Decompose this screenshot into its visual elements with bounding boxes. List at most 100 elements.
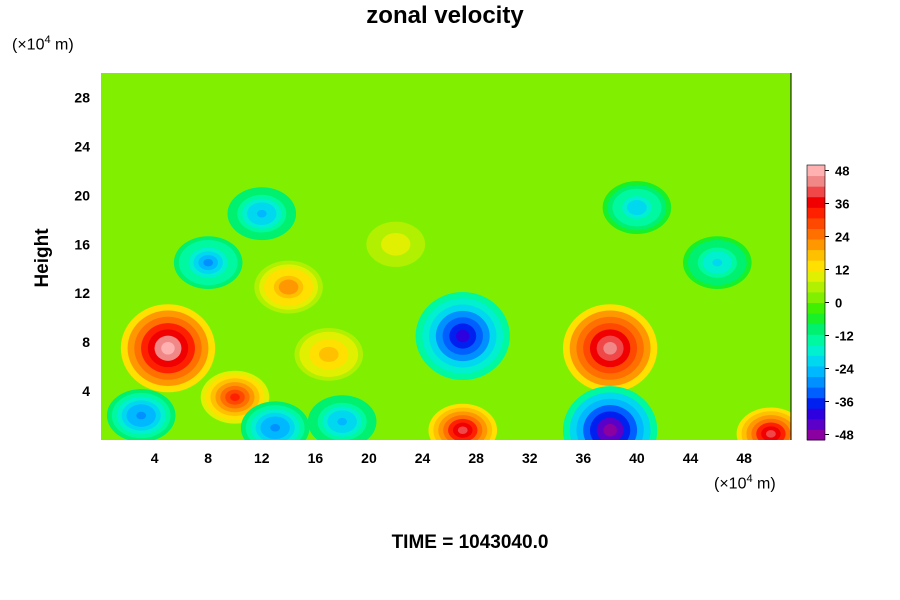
y-axis-ticks: 4 8 12 16 20 24 28	[74, 89, 90, 399]
x-tick-label: 44	[683, 450, 699, 466]
y-unit-suffix: m)	[50, 36, 74, 54]
x-tick-label: 20	[361, 450, 377, 466]
x-axis-ticks: 4 8 12 16 20 24 28 32 36 40 44 48	[151, 450, 752, 466]
y-tick-label: 28	[74, 89, 90, 105]
colorbar-swatch	[807, 217, 825, 229]
colorbar-swatch	[807, 323, 825, 335]
x-unit-suffix: m)	[752, 475, 776, 493]
x-axis-unit: (×104 m)	[714, 473, 776, 493]
field-feature	[294, 327, 364, 381]
field-feature	[240, 401, 310, 440]
colorbar-tick-label: 48	[835, 164, 849, 179]
field-feature	[254, 260, 323, 314]
field-feature	[415, 291, 510, 381]
field-feature	[683, 236, 752, 290]
colorbar-swatch	[807, 239, 825, 251]
colorbar-swatch	[807, 175, 825, 187]
colorbar-swatch	[807, 365, 825, 378]
colorbar-tick-label: 24	[835, 230, 850, 245]
colorbar-swatch	[807, 260, 825, 272]
colorbar: 48 36 24 12 0 -12 -24 -36 -48	[806, 164, 855, 443]
colorbar-tick-label: -36	[835, 395, 854, 410]
y-tick-label: 8	[82, 334, 90, 350]
contour-band	[457, 426, 468, 434]
x-tick-label: 24	[415, 450, 431, 466]
x-tick-label: 16	[308, 450, 324, 466]
contour-band	[161, 341, 175, 355]
contour-band	[283, 283, 294, 291]
field-feature	[562, 386, 658, 440]
x-tick-label: 32	[522, 450, 538, 466]
field-feature	[736, 407, 791, 440]
colorbar-tick-label: 12	[835, 263, 849, 278]
colorbar-tick-label: -24	[835, 362, 855, 377]
contour-band	[136, 411, 147, 420]
colorbar-swatch	[807, 270, 825, 282]
field-feature	[200, 370, 270, 424]
colorbar-swatch	[807, 418, 825, 430]
field-feature	[361, 217, 431, 271]
chart-title: zonal velocity	[366, 2, 524, 29]
colorbar-swatch	[807, 281, 825, 293]
contour-band	[456, 329, 470, 343]
contour-band	[390, 240, 401, 249]
x-tick-label: 12	[254, 450, 270, 466]
x-tick-label: 8	[204, 450, 212, 466]
velocity-field	[101, 73, 791, 440]
time-label: TIME = 1043040.0	[391, 532, 549, 553]
colorbar-swatch	[807, 344, 825, 356]
field-feature	[106, 389, 176, 440]
x-unit-prefix: (×10	[714, 475, 747, 493]
colorbar-swatch	[807, 291, 825, 303]
x-tick-label: 28	[468, 450, 484, 466]
colorbar-tick-label: -12	[835, 329, 854, 344]
field-feature	[602, 181, 672, 234]
colorbar-swatch	[807, 429, 825, 441]
field-feature	[428, 403, 498, 440]
colorbar-swatch	[807, 313, 825, 325]
contour-band	[603, 423, 617, 437]
contour-band	[230, 393, 240, 401]
field-feature	[562, 304, 658, 393]
contour-band	[712, 258, 723, 267]
contour-band	[203, 258, 214, 267]
colorbar-swatch	[807, 408, 825, 420]
y-tick-label: 4	[82, 383, 90, 399]
x-tick-label: 4	[151, 450, 159, 466]
colorbar-swatch	[807, 302, 825, 314]
y-axis-unit: (×104 m)	[12, 34, 74, 54]
colorbar-swatch	[807, 355, 825, 367]
contour-band	[323, 350, 334, 359]
x-tick-label: 48	[736, 450, 752, 466]
colorbar-swatch	[807, 186, 825, 198]
contour-band	[603, 341, 617, 355]
colorbar-swatch	[807, 228, 825, 240]
field-feature	[120, 304, 216, 393]
colorbar-swatch	[807, 376, 825, 388]
field-feature	[173, 236, 243, 290]
contour-band	[766, 430, 776, 438]
x-unit-exponent: 4	[746, 473, 753, 485]
field-feature	[307, 395, 377, 440]
y-tick-label: 12	[74, 285, 90, 301]
colorbar-tick-label: 36	[835, 197, 849, 212]
colorbar-swatch	[807, 165, 825, 177]
colorbar-swatch	[807, 207, 825, 219]
field-feature	[227, 187, 297, 241]
y-unit-prefix: (×10	[12, 36, 45, 54]
colorbar-swatch	[807, 334, 825, 346]
colorbar-tick-label: 0	[835, 296, 842, 311]
colorbar-swatch	[807, 196, 825, 208]
contour-band	[337, 417, 348, 426]
colorbar-swatch	[807, 249, 825, 261]
colorbar-tick-label: -48	[835, 428, 854, 443]
contour-band	[270, 423, 281, 432]
x-tick-label: 36	[576, 450, 592, 466]
colorbar-swatch	[807, 387, 825, 399]
y-tick-label: 20	[74, 187, 90, 203]
y-tick-label: 24	[74, 138, 90, 154]
contour-band	[256, 209, 267, 218]
colorbar-swatch	[807, 397, 825, 409]
y-unit-exponent: 4	[44, 34, 51, 46]
